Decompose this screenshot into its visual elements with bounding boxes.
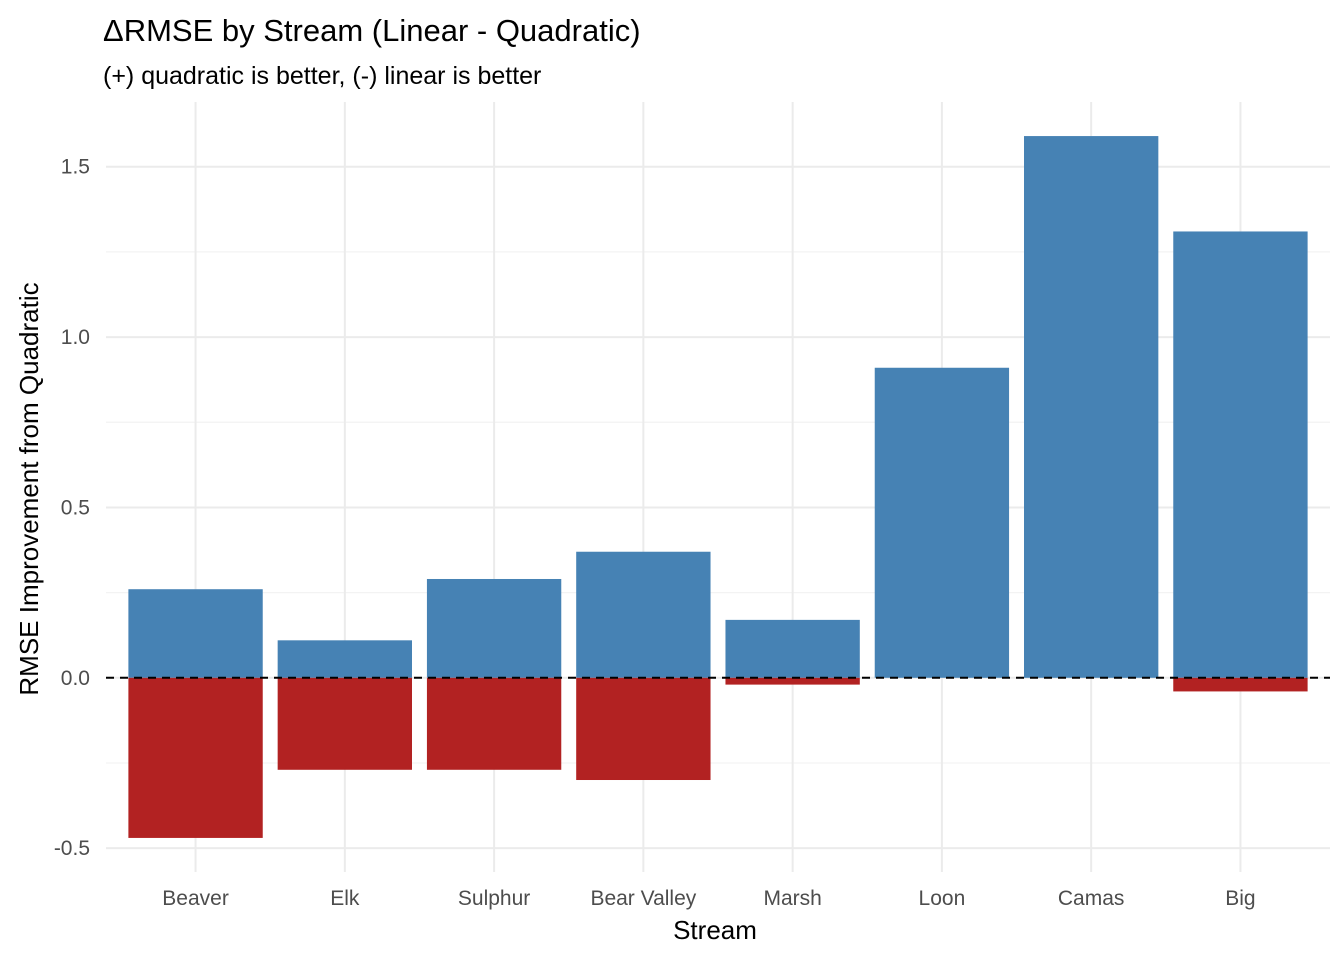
positive-bar-sulphur [426, 578, 562, 678]
y-tick-label: 1.0 [61, 326, 90, 349]
y-tick-label: 0.5 [61, 496, 90, 519]
y-axis-ticks: -0.5 0.0 0.5 1.0 1.5 [54, 156, 90, 860]
bars-group [128, 136, 1308, 838]
x-tick-label: Beaver [162, 887, 229, 910]
y-tick-label: 0.0 [61, 667, 90, 690]
positive-bar-bear-valley [576, 551, 711, 678]
x-tick-label: Sulphur [458, 887, 530, 910]
x-tick-label: Bear Valley [590, 887, 696, 910]
negative-bar-big [1173, 677, 1308, 692]
y-tick-label: -0.5 [54, 837, 90, 860]
negative-bar-bear-valley [576, 677, 711, 781]
positive-bar-marsh [725, 619, 860, 678]
chart-subtitle: (+) quadratic is better, (-) linear is b… [103, 62, 541, 90]
x-tick-label: Elk [330, 887, 360, 910]
positive-bar-elk [277, 640, 412, 678]
chart-title: ΔRMSE by Stream (Linear - Quadratic) [103, 13, 641, 48]
x-tick-label: Marsh [763, 887, 821, 910]
x-tick-label: Loon [919, 887, 966, 910]
positive-bar-beaver [128, 589, 263, 678]
negative-bar-sulphur [426, 677, 562, 770]
x-tick-label: Big [1225, 887, 1255, 910]
positive-bar-loon [874, 367, 1010, 678]
x-axis-title: Stream [673, 915, 757, 945]
negative-bar-elk [277, 677, 412, 770]
positive-bar-camas [1024, 136, 1159, 678]
positive-bar-big [1173, 231, 1308, 678]
negative-bar-beaver [128, 677, 263, 838]
x-tick-label: Camas [1058, 887, 1125, 910]
y-axis-title: RMSE Improvement from Quadratic [14, 282, 44, 695]
y-tick-label: 1.5 [61, 156, 90, 179]
x-axis-ticks: Beaver Elk Sulphur Bear Valley Marsh Loon Cama… [162, 887, 1255, 910]
negative-bar-marsh [725, 677, 860, 685]
